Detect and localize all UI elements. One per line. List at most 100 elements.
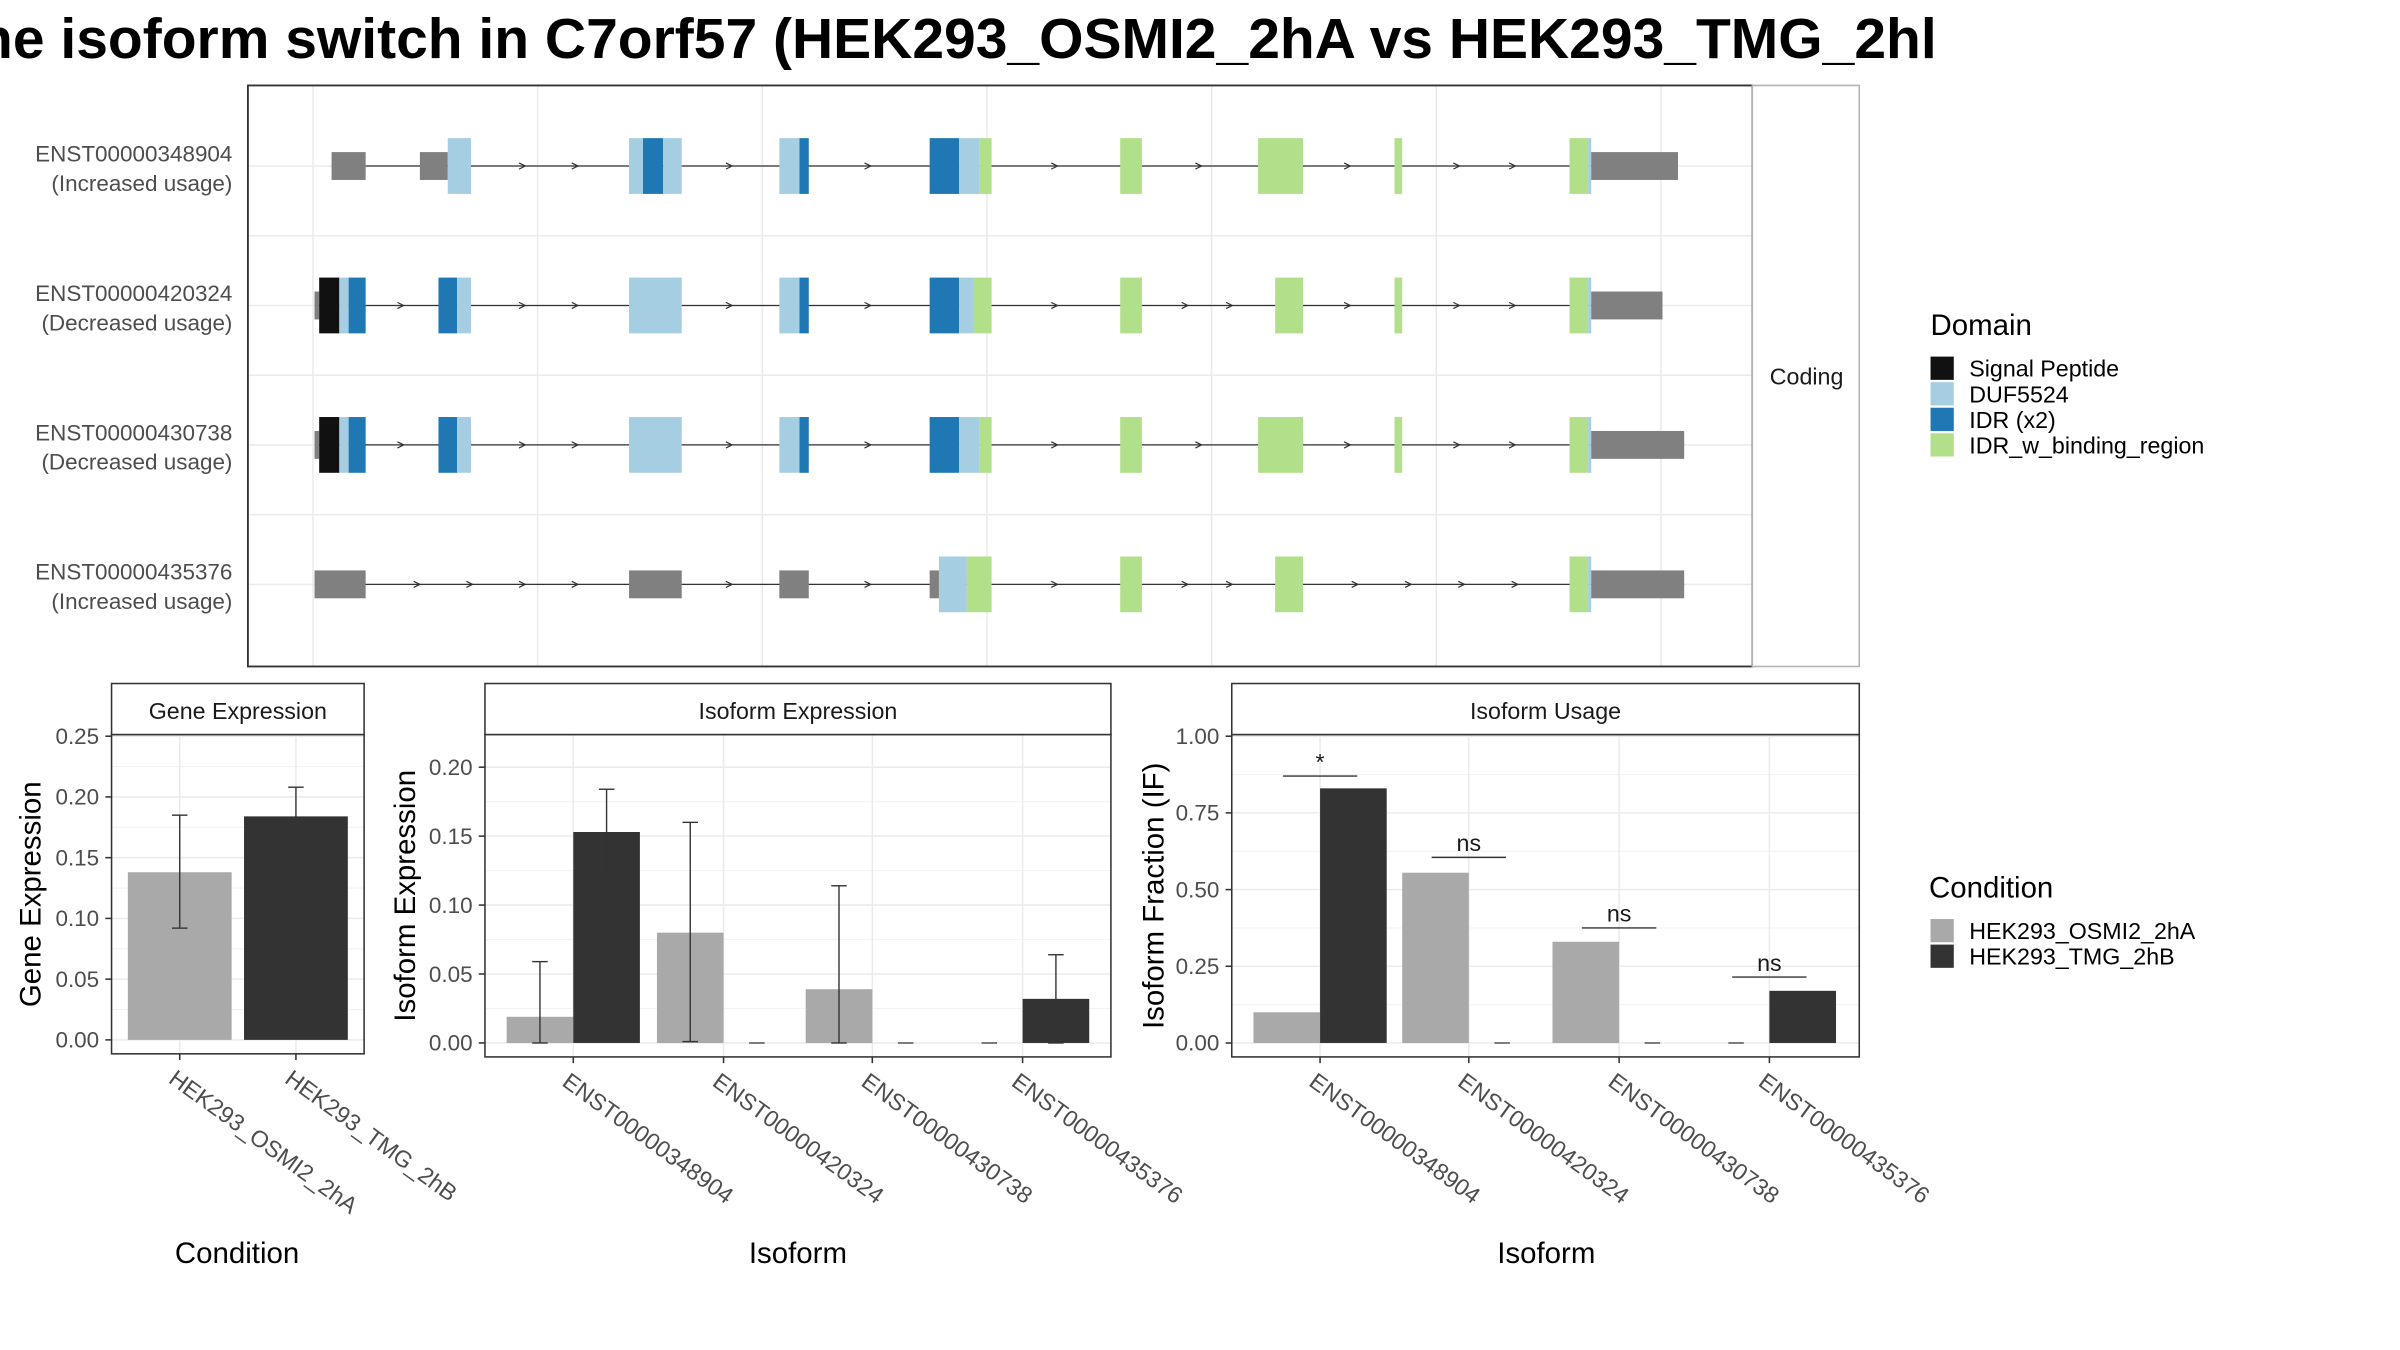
transcript-usage-label: (Increased usage): [51, 589, 232, 614]
intron-arrow: [397, 441, 406, 449]
significance-label: ns: [1457, 830, 1482, 856]
x-tick-label: HEK293_OSMI2_2hA: [164, 1065, 363, 1219]
condition-legend-swatch: [1930, 919, 1954, 943]
exon-segment: [1258, 417, 1304, 473]
x-axis-title: Isoform: [1497, 1237, 1595, 1270]
transcript-id-label: ENST00000420324: [35, 281, 232, 306]
transcript-id-label: ENST00000435376: [35, 560, 232, 585]
exon-segment: [1569, 417, 1589, 473]
intron-arrow: [1050, 441, 1059, 449]
exon-segment: [319, 277, 340, 334]
bar: [1320, 788, 1387, 1043]
exon-segment: [314, 570, 366, 599]
intron-arrow: [571, 441, 580, 449]
exon-segment: [314, 430, 320, 459]
exon-segment: [438, 277, 458, 334]
exon-segment: [929, 277, 960, 334]
exon-segment: [799, 417, 809, 473]
domain-legend-title: Domain: [1931, 309, 2032, 342]
y-tick-label: 0.25: [1176, 954, 1220, 979]
panel-title: Isoform Usage: [1470, 698, 1621, 724]
intron-arrow: [1453, 162, 1461, 170]
exon-segment: [348, 277, 366, 334]
exon-segment: [339, 277, 349, 334]
intron-arrow: [1343, 162, 1352, 170]
exon-segment: [642, 138, 664, 194]
exon-segment: [779, 277, 800, 334]
panel-title: Isoform Expression: [699, 698, 898, 724]
domain-legend-label: DUF5524: [1969, 381, 2069, 407]
intron-arrow: [1343, 441, 1352, 449]
intron-arrow: [1225, 301, 1234, 310]
exon-segment: [438, 417, 458, 473]
intron-arrow: [864, 162, 873, 170]
intron-arrow: [518, 162, 527, 170]
exon-segment: [959, 138, 980, 194]
transcript-usage-label: (Increased usage): [51, 171, 232, 196]
intron-arrow: [1195, 441, 1203, 449]
domain-legend-swatch: [1930, 356, 1954, 380]
y-tick-label: 0.75: [1176, 801, 1220, 826]
condition-legend-label: HEK293_TMG_2hB: [1969, 944, 2174, 970]
intron-arrow: [571, 162, 580, 170]
exon-segment: [1591, 152, 1678, 180]
y-tick-label: 0.20: [55, 785, 99, 810]
transcript-id-label: ENST00000348904: [35, 141, 232, 166]
exon-segment: [799, 277, 809, 334]
y-axis-title: Isoform Expression: [389, 770, 422, 1022]
domain-legend-swatch: [1930, 433, 1954, 457]
intron-arrow: [1404, 580, 1413, 589]
condition-legend-label: HEK293_OSMI2_2hA: [1969, 918, 2196, 944]
panel-border: [1230, 733, 1861, 1058]
transcript-id-label: ENST00000430738: [35, 420, 232, 445]
panel-strip: [110, 682, 365, 736]
exon-segment: [629, 417, 682, 473]
y-tick-label: 0.05: [55, 967, 99, 992]
y-tick-label: 0.00: [429, 1031, 473, 1056]
intron-arrow: [1050, 301, 1059, 310]
intron-arrow: [1351, 580, 1360, 589]
intron-arrow: [1508, 301, 1517, 310]
intron-arrow: [1225, 580, 1234, 589]
exon-segment: [779, 570, 809, 599]
condition-legend-swatch: [1930, 944, 1954, 968]
domain-legend-label: IDR (x2): [1969, 407, 2055, 433]
bar: [1769, 990, 1837, 1043]
y-tick-label: 0.50: [1176, 877, 1220, 902]
intron-arrow: [1181, 301, 1190, 310]
y-tick-label: 1.00: [1176, 724, 1220, 749]
exon-segment: [1275, 277, 1304, 334]
domain-legend-swatch: [1930, 407, 1954, 431]
significance-label: *: [1316, 749, 1325, 775]
exon-segment: [319, 417, 340, 473]
exon-segment: [1588, 417, 1592, 473]
exon-segment: [779, 417, 800, 473]
bar: [1402, 872, 1469, 1043]
exon-segment: [938, 556, 967, 613]
exon-segment: [1120, 556, 1142, 613]
intron-arrow: [1458, 580, 1466, 589]
intron-arrow: [571, 580, 580, 589]
intron-arrow: [1511, 580, 1520, 589]
y-tick-label: 0.05: [429, 962, 473, 987]
exon-segment: [779, 138, 800, 194]
exon-segment: [929, 138, 960, 194]
intron-arrow: [1508, 162, 1517, 170]
intron-arrow: [1343, 301, 1352, 310]
exon-segment: [331, 152, 366, 180]
exon-segment: [314, 291, 320, 320]
intron-arrow: [397, 301, 406, 310]
exon-segment: [1394, 417, 1403, 473]
exon-segment: [929, 570, 939, 599]
bar: [1253, 1012, 1321, 1043]
exon-segment: [348, 417, 366, 473]
coding-strip: [1751, 84, 1861, 668]
intron-arrow: [1050, 162, 1059, 170]
exon-segment: [1591, 430, 1685, 459]
panel-strip: [1230, 682, 1861, 736]
exon-segment: [339, 417, 349, 473]
intron-arrow: [413, 580, 422, 589]
exon-segment: [629, 138, 643, 194]
significance-label: ns: [1757, 950, 1782, 976]
